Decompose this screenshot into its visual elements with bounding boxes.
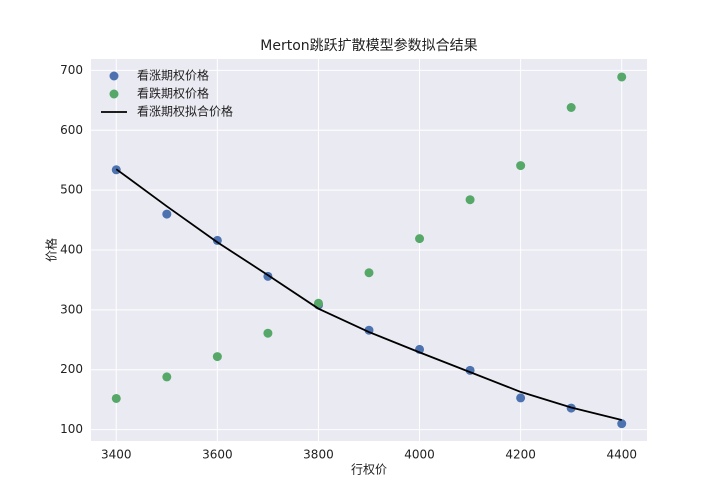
scatter-point [111, 393, 121, 403]
chart-title: Merton跳跃扩散模型参数拟合结果 [260, 37, 477, 54]
y-tick-label: 100 [60, 422, 83, 436]
scatter-point [364, 268, 374, 278]
scatter-point [212, 352, 222, 362]
scatter-point [465, 195, 475, 205]
x-tick-label: 3400 [101, 448, 132, 462]
fit-line [115, 168, 622, 421]
scatter-point [516, 393, 526, 403]
y-tick-label: 400 [60, 243, 83, 257]
x-tick-label: 3800 [303, 448, 334, 462]
y-tick-label: 600 [60, 123, 83, 137]
scatter-point [566, 102, 576, 112]
scatter-point [263, 328, 273, 338]
x-tick-label: 4000 [404, 448, 435, 462]
y-tick-label: 500 [60, 183, 83, 197]
scatter-point [516, 161, 526, 171]
scatter-point [415, 234, 425, 244]
y-tick-label: 700 [60, 63, 83, 77]
scatter-point [313, 298, 323, 308]
scatter-point [617, 419, 627, 429]
y-tick-label: 200 [60, 362, 83, 376]
x-tick-label: 4400 [606, 448, 637, 462]
x-axis-label: 行权价 [351, 463, 387, 477]
x-tick-label: 3600 [202, 448, 233, 462]
scatter-point [617, 72, 627, 82]
legend-label: 看涨期权拟合价格 [137, 104, 233, 119]
y-axis-label: 价格 [44, 238, 59, 262]
scatter-point [162, 372, 172, 382]
x-tick-label: 4200 [505, 448, 536, 462]
legend-swatch [109, 89, 119, 99]
legend-label: 看跌期权价格 [137, 86, 209, 101]
scatter-point [162, 209, 172, 219]
legend-swatch [109, 71, 119, 81]
legend-label: 看涨期权价格 [137, 68, 209, 83]
y-tick-label: 300 [60, 302, 83, 316]
